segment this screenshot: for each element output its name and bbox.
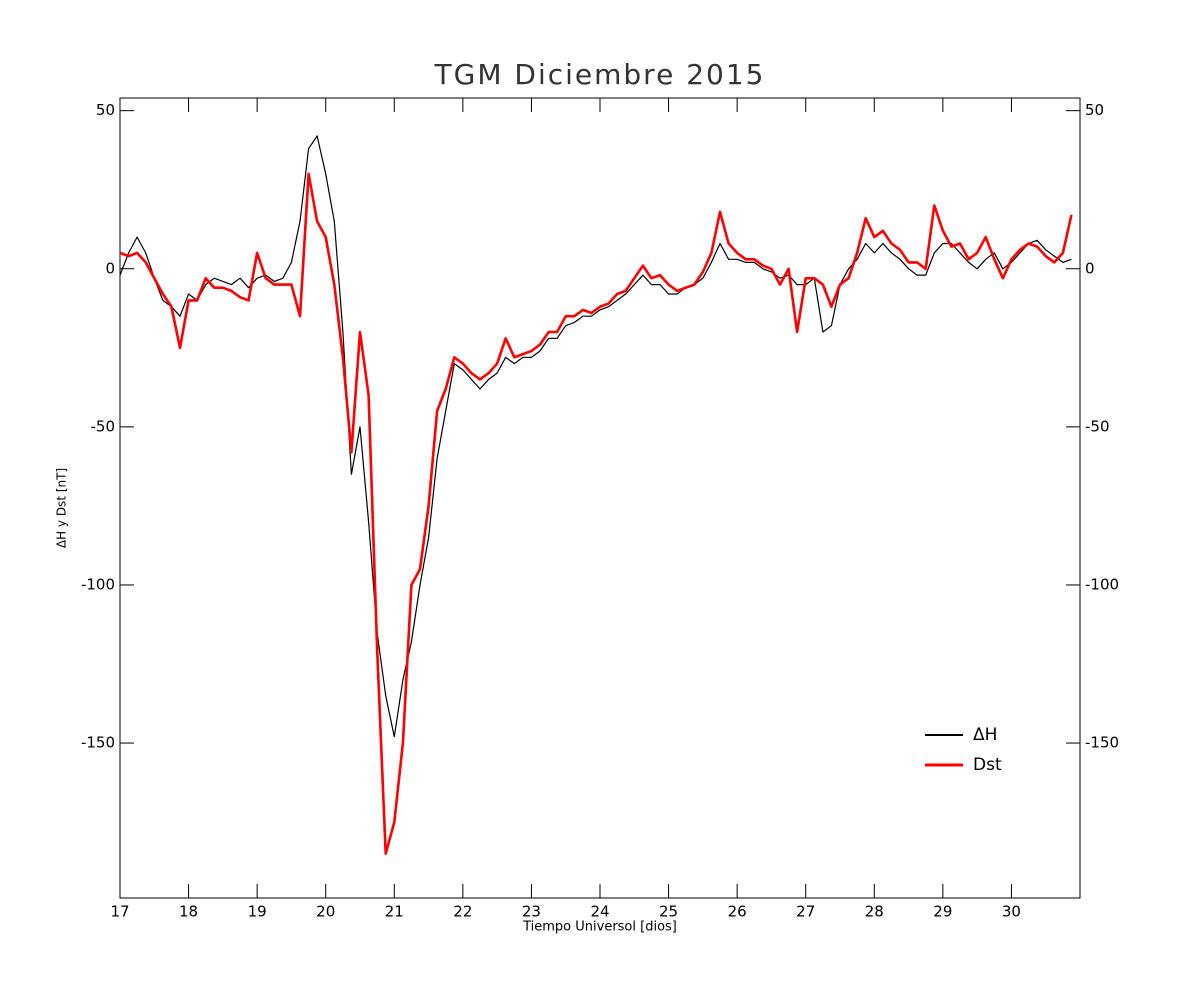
x-tick-label: 19 — [248, 903, 267, 921]
x-tick-label: 25 — [659, 903, 678, 921]
x-tick-label: 22 — [453, 903, 472, 921]
y-tick-label-right: 50 — [1085, 101, 1104, 119]
x-tick-label: 27 — [796, 903, 815, 921]
x-tick-label: 20 — [316, 903, 335, 921]
y-tick-label-right: -100 — [1085, 575, 1119, 593]
y-tick-label: -100 — [81, 575, 115, 593]
legend-label: ΔH — [973, 725, 997, 745]
chart-title: TGM Diciembre 2015 — [434, 58, 766, 91]
y-tick-label: -150 — [81, 734, 115, 752]
x-axis-label: Tiempo Universol [dios] — [522, 920, 677, 935]
plot-frame — [119, 97, 1081, 899]
x-tick-label: 28 — [865, 903, 884, 921]
legend-label: Dst — [973, 755, 1002, 775]
series-line — [119, 172, 1073, 856]
x-tick-label: 21 — [385, 903, 404, 921]
x-tick-label: 24 — [590, 903, 609, 921]
y-axis-label: ΔH y Dst [nT] — [55, 468, 69, 548]
x-tick-label: 23 — [522, 903, 541, 921]
x-tick-label: 26 — [728, 903, 747, 921]
x-tick-label: 17 — [110, 903, 129, 921]
series-line — [119, 135, 1072, 738]
y-tick-label: 50 — [96, 101, 115, 119]
y-tick-label: -50 — [91, 417, 116, 435]
x-tick-label: 29 — [933, 903, 952, 921]
y-tick-label-right: 0 — [1085, 259, 1095, 277]
y-tick-label-right: -50 — [1085, 417, 1110, 435]
y-tick-label-right: -150 — [1085, 734, 1119, 752]
x-tick-label: 30 — [1002, 903, 1021, 921]
x-tick-label: 18 — [179, 903, 198, 921]
y-tick-label: 0 — [105, 259, 115, 277]
